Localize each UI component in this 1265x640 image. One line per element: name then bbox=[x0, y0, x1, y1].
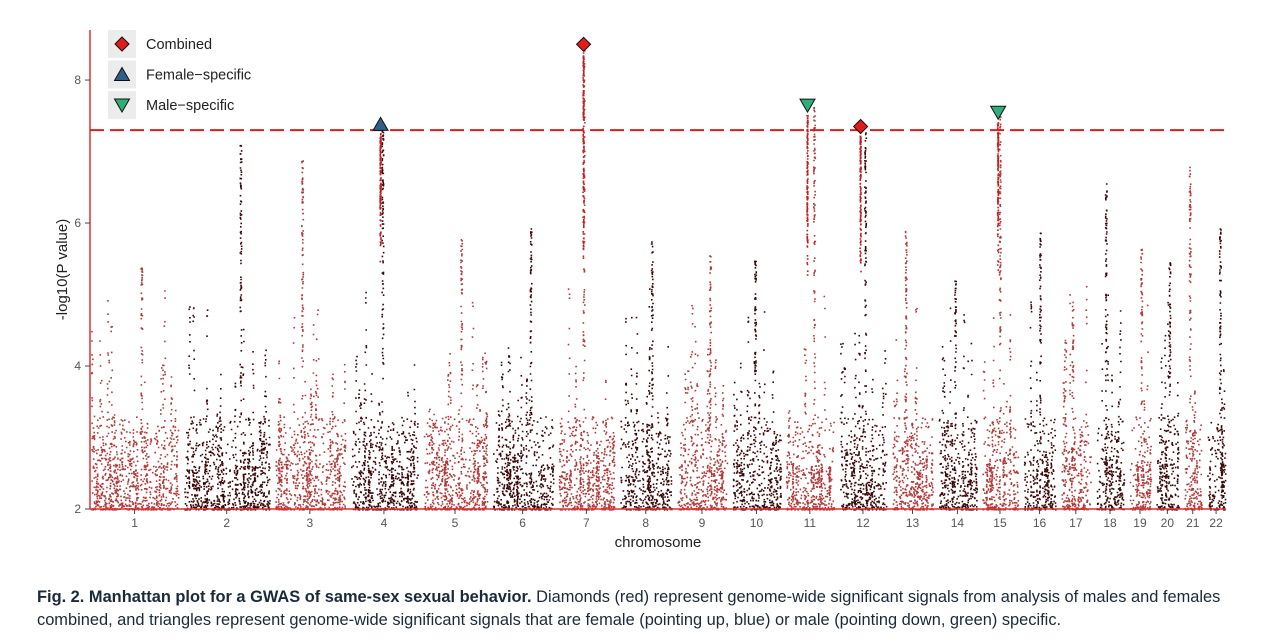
chromosome-5-snps bbox=[423, 239, 489, 511]
legend-key-diamond bbox=[114, 36, 130, 52]
chromosome-1-snps bbox=[91, 267, 180, 511]
chromosome-9-snps bbox=[677, 255, 729, 511]
x-tick-label: 7 bbox=[583, 516, 590, 530]
chromosome-14-points bbox=[938, 280, 978, 511]
chromosome-4-snps bbox=[351, 124, 419, 511]
y-tick-label: 2 bbox=[74, 502, 81, 516]
legend-label: Female−specific bbox=[146, 68, 251, 84]
chromosome-2-snps bbox=[184, 144, 271, 511]
chromosome-15-snps bbox=[982, 116, 1020, 511]
combined-signal-marker-chr12 bbox=[852, 118, 869, 135]
chromosome-5-points bbox=[423, 239, 489, 511]
x-tick-label: 8 bbox=[642, 516, 649, 530]
chromosome-12-points bbox=[839, 132, 888, 511]
x-tick-label: 2 bbox=[223, 516, 230, 530]
legend-key-triangle-down bbox=[113, 98, 131, 114]
x-tick-label: 16 bbox=[1033, 516, 1047, 530]
chromosome-2-points bbox=[184, 144, 271, 511]
legend-label: Male−specific bbox=[146, 98, 234, 114]
chromosome-21-points bbox=[1184, 166, 1203, 511]
y-tick-label: 4 bbox=[74, 359, 81, 373]
x-tick-label: 17 bbox=[1069, 516, 1083, 530]
chromosome-22-points bbox=[1207, 228, 1227, 511]
x-tick-label: 13 bbox=[906, 516, 920, 530]
chromosome-4-points bbox=[351, 124, 419, 511]
chromosome-3-points bbox=[275, 160, 347, 511]
caption-text: Diamonds (red) represent genome-wide sig… bbox=[37, 588, 1221, 629]
legend-key-triangle-up bbox=[113, 66, 131, 81]
chromosome-18-points bbox=[1096, 183, 1126, 511]
x-tick-label: 21 bbox=[1186, 516, 1200, 530]
chromosome-19-points bbox=[1129, 248, 1153, 511]
chromosome-19-snps bbox=[1129, 248, 1153, 511]
figure-caption: Fig. 2. Manhattan plot for a GWAS of sam… bbox=[37, 586, 1237, 632]
x-tick-label: 6 bbox=[519, 516, 526, 530]
chromosome-3-snps bbox=[275, 160, 347, 511]
legend-label: Combined bbox=[146, 37, 212, 53]
chromosome-22-snps bbox=[1207, 228, 1227, 511]
x-tick-label: 14 bbox=[951, 516, 965, 530]
chromosome-18-snps bbox=[1096, 183, 1126, 511]
x-tick-label: 1 bbox=[131, 516, 138, 530]
x-tick-label: 5 bbox=[452, 516, 459, 530]
chromosome-9-points bbox=[677, 255, 729, 511]
chromosome-11-snps bbox=[785, 106, 836, 511]
chromosome-15-points bbox=[982, 116, 1020, 511]
x-tick-label: 3 bbox=[307, 516, 314, 530]
x-axis-label: chromosome bbox=[615, 534, 702, 551]
chromosome-8-snps bbox=[620, 241, 673, 511]
x-tick-label: 19 bbox=[1133, 516, 1147, 530]
significant-markers bbox=[372, 36, 1007, 135]
male-signal-marker-chr11 bbox=[799, 98, 816, 114]
signal-column-chr4 bbox=[379, 133, 382, 263]
signal-column-chr15 bbox=[996, 122, 1000, 271]
female-signal-marker-chr4 bbox=[372, 116, 389, 131]
chromosome-13-points bbox=[892, 230, 934, 511]
x-tick-label: 12 bbox=[856, 516, 870, 530]
snp-points bbox=[91, 49, 1227, 511]
chromosome-10-snps bbox=[732, 260, 782, 511]
chromosome-17-snps bbox=[1061, 285, 1092, 511]
signal-column-chr12 bbox=[859, 135, 862, 273]
combined-signal-marker-chr7 bbox=[575, 36, 592, 53]
x-tick-label: 9 bbox=[699, 516, 706, 530]
chromosome-10-points bbox=[732, 260, 782, 511]
y-tick-label: 6 bbox=[74, 216, 81, 230]
chromosome-7-snps bbox=[558, 49, 616, 511]
male-signal-marker-chr15 bbox=[989, 105, 1007, 121]
x-tick-label: 10 bbox=[750, 516, 764, 530]
x-tick-label: 20 bbox=[1161, 516, 1175, 530]
chromosome-6-snps bbox=[492, 228, 555, 511]
x-tick-label: 18 bbox=[1103, 516, 1117, 530]
y-axis-label: -log10(P value) bbox=[54, 219, 71, 320]
chromosome-21-snps bbox=[1184, 166, 1203, 511]
chromosome-17-points bbox=[1061, 285, 1092, 511]
chromosome-6-points bbox=[492, 228, 555, 511]
chromosome-11-points bbox=[785, 106, 836, 511]
x-tick-label: 15 bbox=[993, 516, 1007, 530]
chromosome-8-points bbox=[620, 241, 673, 511]
chromosome-16-snps bbox=[1023, 232, 1057, 511]
chromosome-1-points bbox=[91, 267, 180, 511]
y-tick-label: 8 bbox=[74, 73, 81, 87]
chromosome-12-snps bbox=[839, 132, 888, 511]
x-tick-label: 4 bbox=[381, 516, 388, 530]
chromosome-16-points bbox=[1023, 232, 1057, 511]
chromosome-13-snps bbox=[892, 230, 934, 511]
x-tick-label: 11 bbox=[804, 516, 817, 530]
legend: Combined Female−specific Male−specific bbox=[106, 30, 276, 120]
signal-column-chr11 bbox=[806, 115, 809, 276]
chromosome-20-points bbox=[1156, 262, 1180, 511]
x-tick-label: 22 bbox=[1209, 516, 1223, 530]
chromosome-20-snps bbox=[1156, 262, 1180, 511]
chromosome-14-snps bbox=[938, 280, 978, 511]
caption-title: Fig. 2. Manhattan plot for a GWAS of sam… bbox=[37, 588, 532, 606]
signal-column-chr7 bbox=[582, 55, 585, 259]
chromosome-7-points bbox=[558, 49, 616, 511]
